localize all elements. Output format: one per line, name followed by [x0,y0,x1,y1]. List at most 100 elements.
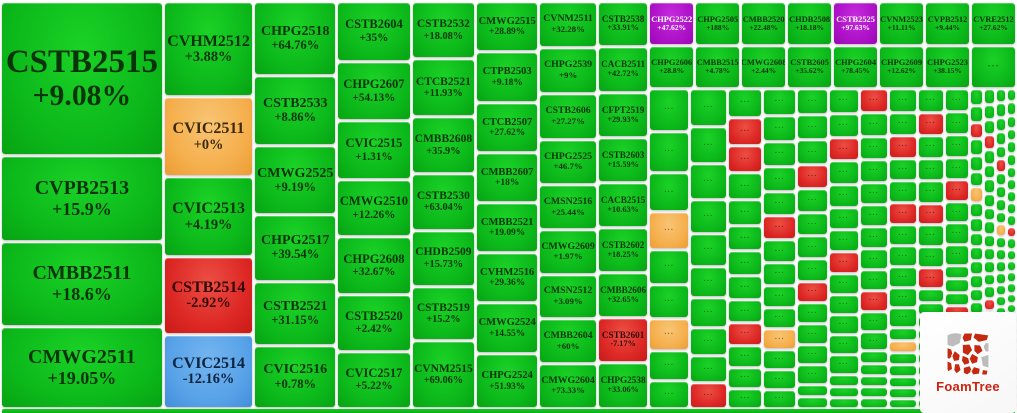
treemap-cell[interactable] [984,151,995,163]
treemap-cell[interactable]: ··· [728,201,762,225]
treemap-cell[interactable]: CSTB2532 +18.08% [412,3,475,58]
treemap-cell[interactable]: ··· [945,245,968,264]
treemap-cell[interactable] [997,262,1006,271]
foamtree-logo[interactable]: FoamTree [920,312,1016,413]
treemap-cell[interactable]: CVIC2513 +4.19% [164,178,253,256]
treemap-cell[interactable]: CHPG2524 +51.93% [477,355,538,408]
treemap-cell[interactable]: CVRE2512 +27.62% [972,3,1015,44]
treemap-cell[interactable] [1008,180,1016,190]
treemap-cell[interactable] [1008,283,1016,292]
treemap-cell[interactable] [970,218,982,231]
treemap-cell[interactable]: CMBB2511 +18.6% [2,242,162,326]
treemap-cell[interactable] [997,104,1006,116]
treemap-cell[interactable]: ··· [829,316,858,334]
treemap-cell[interactable] [997,118,1006,130]
treemap-cell[interactable]: ··· [797,115,827,139]
treemap-cell[interactable]: CMSN2516 +25.44% [540,186,596,228]
treemap-cell[interactable] [997,199,1006,210]
treemap-cell[interactable]: ··· [764,193,795,215]
treemap-cell[interactable]: CSTB2514 -2.92% [164,258,253,333]
treemap-cell[interactable]: CVIC2515 +1.31% [338,122,410,178]
treemap-cell[interactable] [997,285,1006,295]
treemap-cell[interactable]: ··· [918,159,943,180]
treemap-cell[interactable]: ··· [690,357,726,382]
treemap-cell[interactable]: CVPB2513 +15.9% [2,157,162,240]
treemap-cell[interactable] [918,290,943,301]
treemap-cell[interactable]: CMWG2604 +73.33% [540,364,596,407]
treemap-cell[interactable]: ··· [797,282,827,302]
treemap-cell[interactable] [997,297,1006,306]
treemap-cell[interactable]: ··· [890,204,916,223]
treemap-cell[interactable]: ··· [764,330,795,348]
treemap-cell[interactable] [970,276,982,287]
treemap-cell[interactable]: ··· [650,90,688,130]
treemap-cell[interactable]: ··· [728,368,762,387]
treemap-cell[interactable]: ··· [764,350,795,369]
treemap-cell[interactable] [1008,167,1016,178]
treemap-cell[interactable]: ··· [972,46,1015,87]
treemap-cell[interactable] [970,262,982,274]
treemap-cell[interactable]: ··· [764,90,795,114]
treemap-cell[interactable]: ··· [918,204,943,224]
treemap-cell[interactable]: ··· [797,166,827,188]
treemap-cell[interactable] [984,299,995,309]
treemap-cell[interactable] [997,173,1006,184]
treemap-cell[interactable]: CSTB2519 +15.2% [412,287,475,340]
treemap-cell[interactable]: CVIC2517 +5.22% [338,352,410,407]
treemap-cell[interactable]: CHPG2604 +78.45% [834,46,878,87]
treemap-cell[interactable]: CTCB2521 +11.93% [412,60,475,115]
treemap-cell[interactable]: ··· [764,116,795,140]
treemap-cell[interactable]: ··· [890,288,916,307]
treemap-cell[interactable] [970,107,982,121]
treemap-cell[interactable] [997,237,1006,248]
treemap-cell[interactable]: ··· [764,217,795,239]
treemap-cell[interactable]: CMWG2608 +2.44% [742,46,786,87]
treemap-cell[interactable]: CSTB2515 +9.08% [2,3,162,155]
treemap-cell[interactable]: ··· [890,136,916,157]
treemap-cell[interactable]: CSTB2604 +35% [338,3,410,60]
treemap-cell[interactable] [829,398,858,407]
treemap-cell[interactable]: CMWG2609 +1.97% [540,230,596,273]
treemap-cell[interactable]: CSTB2521 +31.15% [255,282,336,344]
treemap-cell[interactable]: ··· [860,160,888,181]
treemap-cell[interactable]: ··· [829,162,858,183]
treemap-cell[interactable] [997,146,1006,158]
treemap-cell[interactable]: CHPG2607 +54.13% [338,62,410,120]
treemap-cell[interactable]: ··· [860,332,888,350]
treemap-cell[interactable]: ··· [728,227,762,250]
treemap-cell[interactable] [829,387,858,396]
treemap-cell[interactable]: ··· [890,225,916,245]
treemap-cell[interactable] [997,273,1006,283]
treemap-cell[interactable]: ··· [829,114,858,136]
treemap-cell[interactable]: ··· [690,235,726,265]
treemap-cell[interactable] [984,235,995,246]
treemap-cell[interactable] [860,352,888,362]
treemap-cell[interactable]: CVIC2514 -12.16% [164,335,253,407]
treemap-cell[interactable]: ··· [728,324,762,344]
treemap-cell[interactable]: ··· [829,274,858,293]
treemap-cell[interactable] [1008,142,1016,153]
treemap-cell[interactable]: ··· [829,90,858,112]
treemap-cell[interactable]: CHPG2505 +188% [696,3,740,44]
treemap-cell[interactable] [945,306,968,317]
treemap-cell[interactable]: ··· [890,247,916,266]
treemap-cell[interactable]: ··· [918,226,943,245]
treemap-cell[interactable]: ··· [690,299,726,326]
treemap-cell[interactable]: ··· [764,168,795,191]
treemap-cell[interactable] [1008,261,1016,271]
treemap-cell[interactable]: ··· [945,113,968,134]
treemap-cell[interactable]: CHPG2517 +39.54% [255,215,336,280]
treemap-cell[interactable] [997,225,1006,235]
treemap-cell[interactable]: ··· [764,371,795,388]
cutoff-cells-row[interactable] [2,409,1015,413]
treemap-cell[interactable]: ··· [918,90,943,111]
treemap-cell[interactable] [970,90,982,105]
treemap-cell[interactable]: ··· [797,237,827,258]
treemap-cell[interactable] [860,399,888,408]
treemap-cell[interactable]: CMBB2521 +19.09% [477,204,538,252]
treemap-cell[interactable]: ··· [650,381,688,407]
treemap-cell[interactable] [890,366,916,375]
treemap-cell[interactable]: CACB2515 +10.63% [599,184,648,227]
treemap-cell[interactable]: CVHM2516 +29.36% [477,254,538,302]
treemap-cell[interactable] [1008,273,1016,281]
